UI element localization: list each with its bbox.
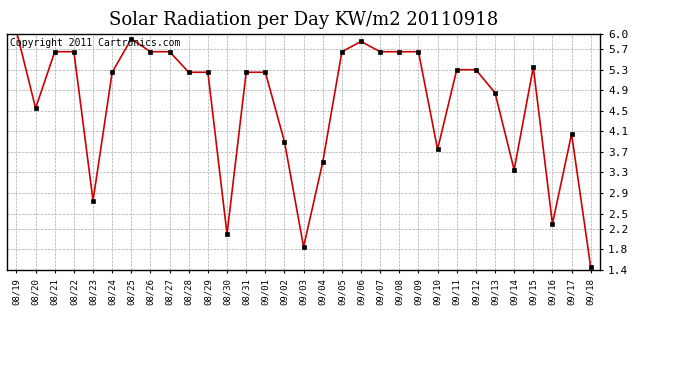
Title: Solar Radiation per Day KW/m2 20110918: Solar Radiation per Day KW/m2 20110918 xyxy=(109,11,498,29)
Text: Copyright 2011 Cartronics.com: Copyright 2011 Cartronics.com xyxy=(10,39,180,48)
